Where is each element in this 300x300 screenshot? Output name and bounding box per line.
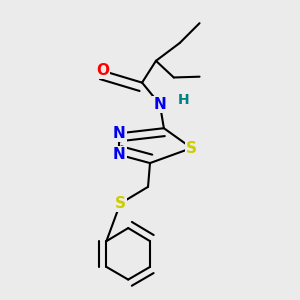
Text: O: O [96,63,109,78]
Text: N: N [154,97,166,112]
Text: H: H [178,94,190,107]
Text: N: N [113,147,125,162]
Text: S: S [115,196,126,211]
Text: N: N [113,126,125,141]
Text: S: S [186,140,197,155]
